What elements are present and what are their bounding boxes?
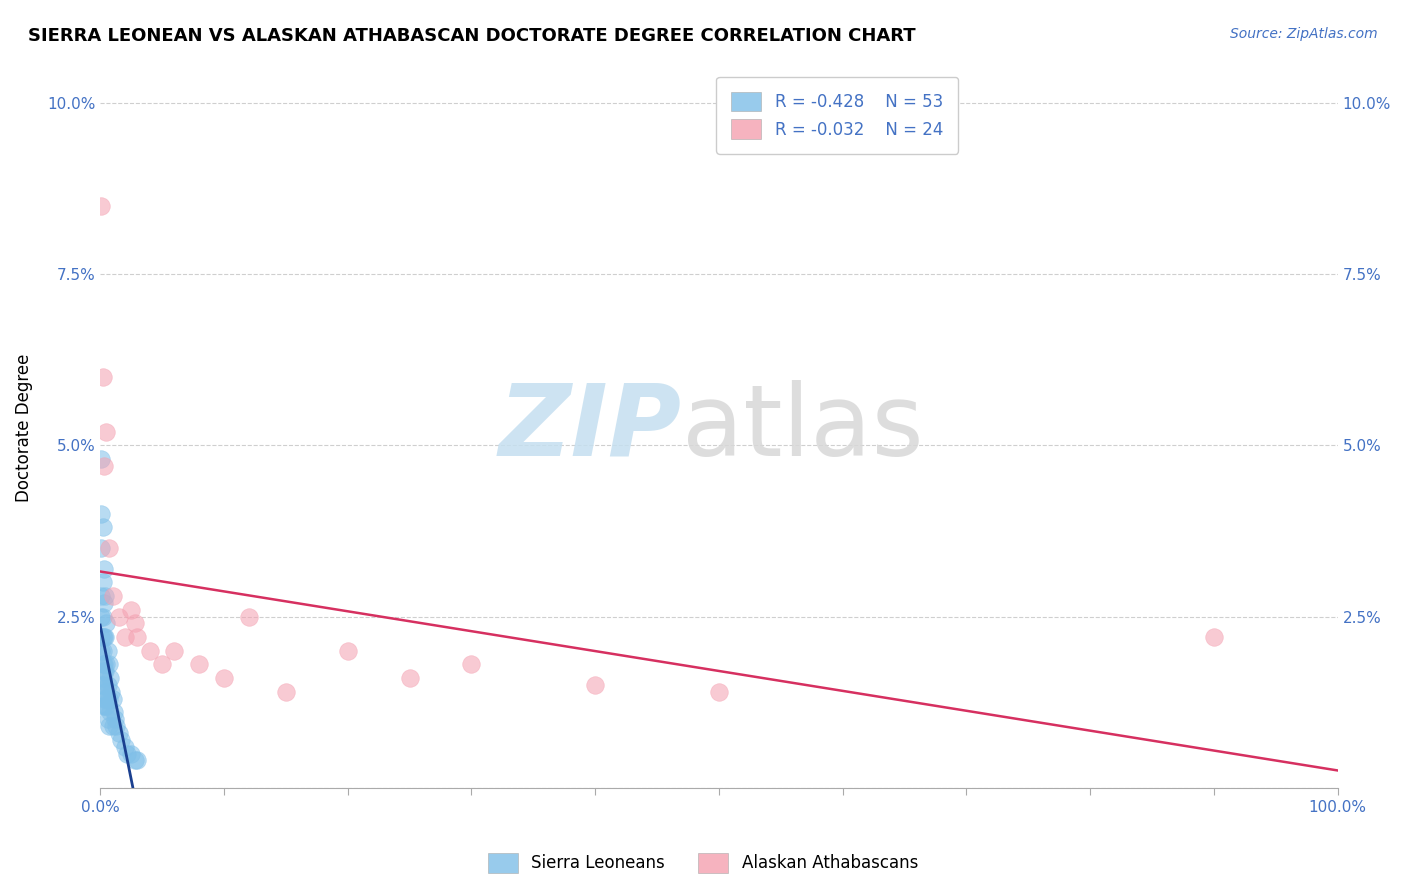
Point: [93, 657, 115, 672]
Point: [117, 747, 139, 761]
Point: [90, 507, 112, 521]
Point: [91, 657, 114, 672]
Text: ZIP: ZIP: [499, 380, 682, 476]
Point: [94, 630, 117, 644]
Point: [96, 691, 118, 706]
Point: [91, 671, 114, 685]
Point: [96, 712, 118, 726]
Point: [93, 665, 115, 679]
Point: [90, 609, 112, 624]
Point: [583, 678, 606, 692]
Point: [150, 657, 173, 672]
Point: [238, 609, 260, 624]
Point: [90, 678, 112, 692]
Point: [1202, 630, 1225, 644]
Text: atlas: atlas: [682, 380, 924, 476]
Point: [91, 609, 114, 624]
Point: [93, 630, 115, 644]
Point: [94, 685, 117, 699]
Point: [93, 561, 115, 575]
Point: [188, 657, 211, 672]
Point: [707, 685, 730, 699]
Point: [90, 644, 112, 658]
Point: [98, 706, 121, 720]
Text: Source: ZipAtlas.com: Source: ZipAtlas.com: [1230, 27, 1378, 41]
Point: [97, 541, 120, 555]
Point: [110, 732, 132, 747]
Point: [91, 369, 114, 384]
Point: [96, 678, 118, 692]
Point: [104, 712, 127, 726]
Point: [127, 630, 149, 644]
Y-axis label: Doctorate Degree: Doctorate Degree: [15, 354, 32, 502]
Point: [101, 589, 124, 603]
Point: [336, 644, 359, 658]
Point: [107, 609, 129, 624]
Point: [91, 630, 114, 644]
Point: [398, 671, 420, 685]
Point: [120, 747, 142, 761]
Point: [127, 753, 149, 767]
Point: [96, 644, 118, 658]
Point: [94, 589, 117, 603]
Point: [101, 719, 124, 733]
Point: [93, 458, 115, 473]
Point: [97, 691, 120, 706]
Point: [114, 739, 136, 754]
Point: [163, 644, 186, 658]
Point: [91, 520, 114, 534]
Point: [124, 753, 146, 767]
Point: [91, 678, 114, 692]
Point: [91, 698, 114, 713]
Point: [120, 602, 142, 616]
Point: [138, 644, 160, 658]
Point: [96, 698, 118, 713]
Point: [274, 685, 297, 699]
Point: [97, 657, 120, 672]
Point: [91, 644, 114, 658]
Point: [94, 698, 117, 713]
Point: [96, 616, 118, 631]
Point: [105, 719, 128, 733]
Point: [96, 657, 118, 672]
Point: [90, 541, 112, 555]
Point: [114, 630, 136, 644]
Point: [100, 685, 122, 699]
Point: [460, 657, 482, 672]
Point: [212, 671, 235, 685]
Point: [97, 719, 120, 733]
Point: [124, 616, 146, 631]
Point: [90, 198, 112, 212]
Point: [90, 589, 112, 603]
Point: [103, 706, 125, 720]
Point: [93, 691, 115, 706]
Point: [101, 691, 124, 706]
Point: [96, 425, 118, 439]
Text: SIERRA LEONEAN VS ALASKAN ATHABASCAN DOCTORATE DEGREE CORRELATION CHART: SIERRA LEONEAN VS ALASKAN ATHABASCAN DOC…: [28, 27, 915, 45]
Point: [91, 575, 114, 590]
Legend: R = -0.428    N = 53, R = -0.032    N = 24: R = -0.428 N = 53, R = -0.032 N = 24: [717, 77, 957, 153]
Point: [90, 452, 112, 467]
Point: [107, 726, 129, 740]
Point: [98, 671, 121, 685]
Point: [90, 630, 112, 644]
Legend: Sierra Leoneans, Alaskan Athabascans: Sierra Leoneans, Alaskan Athabascans: [481, 847, 925, 880]
Point: [94, 665, 117, 679]
Point: [93, 596, 115, 610]
